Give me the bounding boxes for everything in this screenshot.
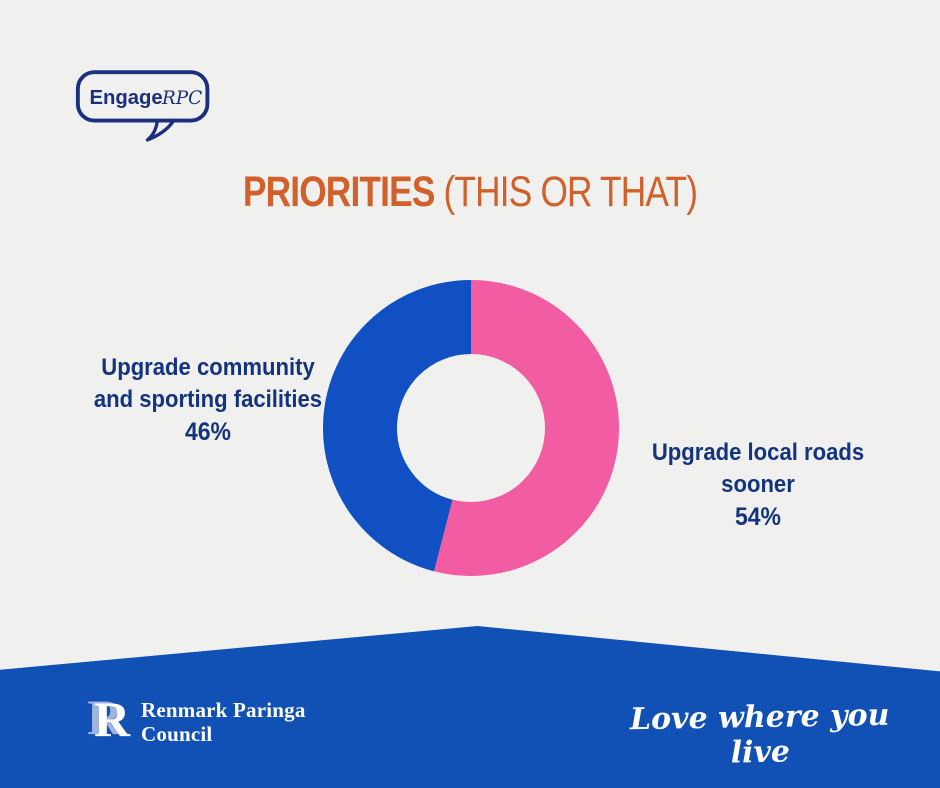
- council-name: Renmark Paringa Council: [141, 698, 306, 746]
- speech-bubble-icon: Engage RPC: [75, 70, 210, 142]
- footer-band: R R Renmark Paringa Council Love where y…: [0, 626, 940, 788]
- page-title-bold: PRIORITIES: [242, 168, 444, 216]
- chart-label-roads: Upgrade local roads sooner 54%: [613, 437, 904, 533]
- chart-label-roads-percent: 54%: [734, 503, 782, 531]
- council-logo-r: R: [94, 691, 131, 747]
- engage-wordmark: Engage: [89, 87, 162, 109]
- page-title-light: (THIS OR THAT): [443, 168, 698, 216]
- donut-chart: [323, 280, 619, 576]
- council-logo-r-shadow: R: [87, 689, 124, 745]
- council-name-line2: Council: [141, 722, 213, 746]
- chart-label-community: Upgrade community and sporting facilitie…: [70, 352, 346, 448]
- chart-label-community-percent: 46%: [184, 418, 232, 446]
- chart-label-community-line2: and sporting facilities: [93, 386, 323, 413]
- council-logo-mark: R R: [87, 691, 140, 750]
- donut-segment-upgrade-community-and-sporting-facilities: [323, 280, 619, 576]
- engage-rpc-logo: Engage RPC: [74, 68, 219, 148]
- chart-label-community-line1: Upgrade community: [101, 354, 315, 381]
- council-name-line1: Renmark Paringa: [141, 698, 306, 722]
- council-tagline: Love where you live: [629, 697, 890, 771]
- page-title: PRIORITIES (THIS OR THAT): [85, 168, 856, 217]
- chart-label-roads-line1: Upgrade local roads sooner: [651, 439, 865, 498]
- rpc-wordmark: RPC: [161, 88, 202, 109]
